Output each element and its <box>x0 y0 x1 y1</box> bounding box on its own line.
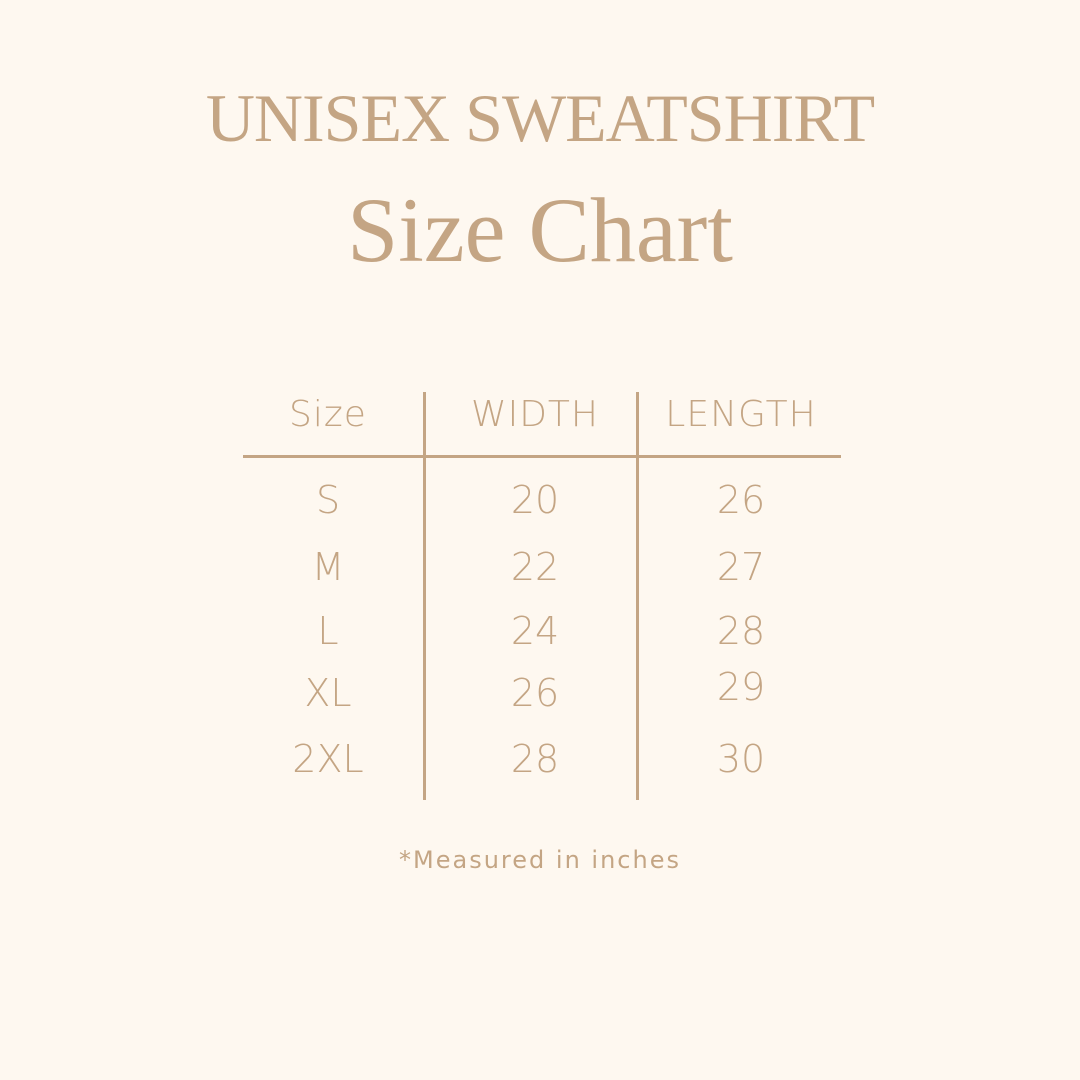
cell-length: 26 <box>716 478 766 522</box>
cell-size: L <box>317 609 339 653</box>
cell-width: 24 <box>510 609 560 653</box>
cell-length: 28 <box>716 609 766 653</box>
cell-size: XL <box>304 671 352 715</box>
page-subtitle: Size Chart <box>347 179 733 281</box>
column-divider-1 <box>423 392 426 800</box>
header-divider <box>243 455 841 458</box>
cell-length: 30 <box>716 737 766 781</box>
header-width: WIDTH <box>471 394 599 435</box>
cell-size: S <box>315 478 341 522</box>
measurement-note: *Measured in inches <box>399 846 681 874</box>
page-title: UNISEX SWEATSHIRT <box>205 80 875 156</box>
cell-width: 28 <box>510 737 560 781</box>
cell-width: 22 <box>510 545 560 589</box>
header-size: Size <box>289 394 367 435</box>
cell-length: 27 <box>716 545 766 589</box>
column-divider-2 <box>636 392 639 800</box>
cell-size: 2XL <box>292 737 364 781</box>
header-length: LENGTH <box>665 394 817 435</box>
cell-width: 26 <box>510 671 560 715</box>
cell-length: 29 <box>716 665 766 709</box>
cell-size: M <box>311 545 345 589</box>
cell-width: 20 <box>510 478 560 522</box>
